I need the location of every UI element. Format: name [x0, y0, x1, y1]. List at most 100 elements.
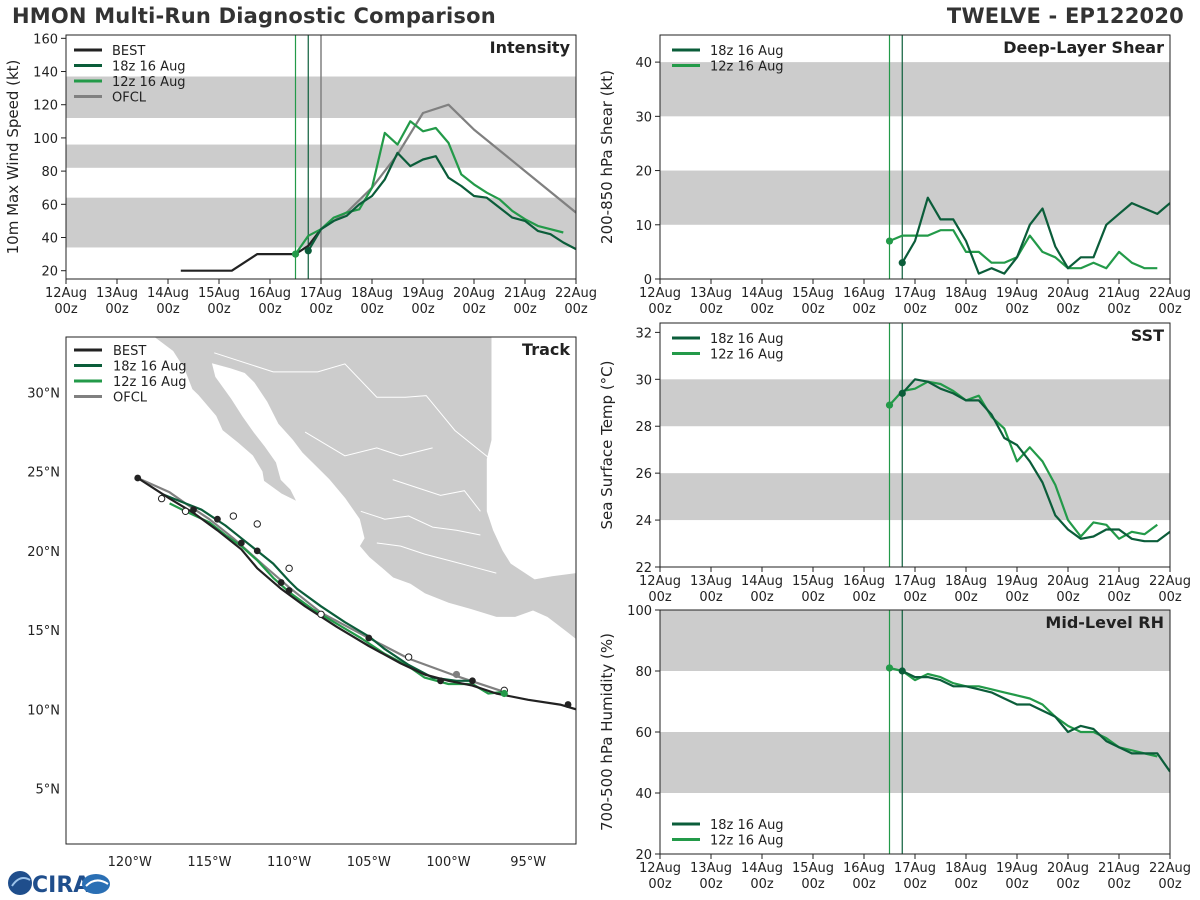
shear-xtick-line: 00z	[1158, 302, 1182, 317]
rh-xtick-line: 00z	[852, 877, 876, 892]
track-point-best	[253, 547, 261, 555]
track-point-best	[469, 677, 476, 685]
intensity-xtick-label: 16Aug 00z	[249, 286, 291, 317]
sst-xtick-line: 00z	[648, 590, 672, 605]
intensity-xtick-line: 21Aug	[504, 286, 546, 301]
page-title: HMON Multi-Run Diagnostic Comparison	[12, 4, 496, 28]
track-legend-label: 12z 16 Aug	[113, 375, 187, 390]
intensity-ytick-label: 120	[33, 99, 58, 114]
shear-series-run18z	[901, 196, 1170, 275]
intensity-xtick-label: 22Aug 00z	[555, 286, 597, 317]
sst-ytick-label: 26	[635, 467, 652, 482]
cira-logo: CIRA	[8, 871, 110, 898]
rh-ytick-label: 60	[635, 726, 652, 741]
track-point-12z-start	[500, 689, 508, 698]
track-point-open	[285, 564, 293, 573]
intensity-xtick-line: 00z	[513, 302, 537, 317]
rh-xtick-line: 13Aug	[690, 861, 732, 876]
intensity-xtick-line: 00z	[207, 302, 231, 317]
rh-xtick-label: 14Aug 00z	[741, 861, 783, 892]
rh-xtick-line: 00z	[648, 877, 672, 892]
track-point-best	[214, 515, 221, 523]
track-point-open	[157, 494, 166, 503]
sst-xtick-line: 22Aug	[1149, 574, 1191, 589]
track-legend-label: OFCL	[113, 391, 148, 406]
shear-xtick-line: 00z	[801, 302, 825, 317]
intensity-ytick-label: 40	[41, 232, 58, 247]
sst-xtick-line: 00z	[954, 590, 978, 605]
rh-ylabel: 700-500 hPa Humidity (%)	[598, 633, 616, 831]
track-ytick-label: 30°N	[27, 386, 60, 401]
track-point-best	[437, 677, 444, 685]
track-legend-label: 18z 16 Aug	[113, 360, 187, 375]
track-xtick-label: 100°W	[426, 855, 470, 870]
track-point-best	[190, 506, 197, 514]
intensity-ytick-label: 60	[41, 198, 58, 213]
track-legend-label: BEST	[113, 344, 146, 359]
shear-ytick-label: 0	[644, 273, 652, 288]
shear-ytick-label: 20	[635, 165, 652, 180]
rh-xtick-line: 16Aug	[843, 861, 885, 876]
sst-xtick-line: 18Aug	[945, 574, 987, 589]
sst-xtick-line: 20Aug	[1047, 574, 1089, 589]
shear-xtick-label: 13Aug 00z	[690, 286, 732, 317]
shear-xtick-line: 14Aug	[741, 286, 783, 301]
sst-ytick-label: 30	[635, 373, 652, 388]
intensity-ytick-label: 20	[41, 265, 58, 280]
legend-label: 18z 16 Aug	[112, 60, 186, 75]
rh-xtick-label: 12Aug 00z	[639, 861, 681, 892]
track-point-best	[237, 539, 245, 547]
rh-xtick-label: 16Aug 00z	[843, 861, 885, 892]
sst-xtick-line: 19Aug	[996, 574, 1038, 589]
gulf-water	[486, 337, 576, 580]
rh-xtick-line: 00z	[1056, 877, 1080, 892]
sst-xtick-label: 12Aug 00z	[639, 574, 681, 605]
shear-xtick-line: 00z	[1056, 302, 1080, 317]
intensity-xtick-line: 12Aug	[45, 286, 87, 301]
shear-plot-area	[660, 35, 1170, 279]
track-point-best	[277, 579, 285, 586]
shear-xtick-line: 22Aug	[1149, 286, 1191, 301]
rh-xtick-label: 19Aug 00z	[996, 861, 1038, 892]
track-xtick-label: 115°W	[187, 855, 231, 870]
intensity-series-run12z	[294, 120, 564, 255]
intensity-ytick-label: 140	[33, 66, 58, 81]
rh-xtick-line: 14Aug	[741, 861, 783, 876]
track-plot-area	[134, 337, 576, 711]
sst-xtick-label: 21Aug 00z	[1098, 574, 1140, 605]
sst-xtick-line: 12Aug	[639, 574, 681, 589]
track-point-open	[317, 610, 325, 618]
intensity-xtick-line: 00z	[411, 302, 435, 317]
sst-ytick-label: 32	[635, 326, 652, 341]
legend-label: 12z 16 Aug	[710, 348, 784, 363]
rh-band	[660, 732, 1170, 793]
intensity-series-best	[180, 228, 322, 272]
track-point-open	[229, 512, 238, 520]
intensity-xtick-label: 18Aug 00z	[351, 286, 393, 317]
intensity-ylabel: 10m Max Wind Speed (kt)	[4, 60, 22, 255]
rh-xtick-label: 20Aug 00z	[1047, 861, 1089, 892]
rh-xtick-line: 00z	[699, 877, 723, 892]
shear-xtick-line: 00z	[750, 302, 774, 317]
track-series-run12z	[169, 502, 505, 695]
sst-ytick-label: 28	[635, 420, 652, 435]
intensity-ytick-label: 80	[41, 165, 58, 180]
sst-xtick-line: 00z	[801, 590, 825, 605]
rh-ytick-label: 80	[635, 665, 652, 680]
state-border	[214, 352, 489, 458]
rh-xtick-line: 00z	[801, 877, 825, 892]
rh-series-run18z	[901, 670, 1170, 773]
intensity-title: Intensity	[490, 38, 571, 57]
intensity-xtick-line: 00z	[105, 302, 129, 317]
intensity-xtick-label: 20Aug 00z	[453, 286, 495, 317]
shear-ytick-label: 40	[635, 56, 652, 71]
intensity-ytick-label: 160	[33, 32, 58, 47]
legend-label: 18z 16 Aug	[710, 818, 784, 833]
rh-xtick-label: 13Aug 00z	[690, 861, 732, 892]
track-point-open	[253, 520, 261, 528]
rh-title: Mid-Level RH	[1045, 613, 1164, 632]
rh-ytick-label: 100	[627, 604, 652, 619]
